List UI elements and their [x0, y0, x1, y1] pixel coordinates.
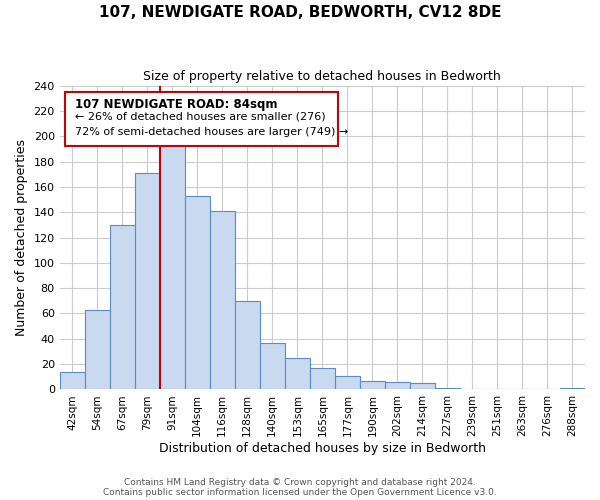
Bar — [335, 376, 360, 390]
Bar — [410, 383, 435, 390]
Bar — [85, 310, 110, 390]
X-axis label: Distribution of detached houses by size in Bedworth: Distribution of detached houses by size … — [159, 442, 486, 455]
Bar — [160, 136, 185, 390]
FancyBboxPatch shape — [65, 92, 338, 146]
Bar — [235, 301, 260, 390]
Bar — [110, 225, 135, 390]
Bar — [435, 388, 460, 390]
Bar — [59, 372, 85, 390]
Bar — [360, 380, 385, 390]
Text: 72% of semi-detached houses are larger (749) →: 72% of semi-detached houses are larger (… — [76, 126, 349, 136]
Bar — [310, 368, 335, 390]
Title: Size of property relative to detached houses in Bedworth: Size of property relative to detached ho… — [143, 70, 501, 83]
Text: 107, NEWDIGATE ROAD, BEDWORTH, CV12 8DE: 107, NEWDIGATE ROAD, BEDWORTH, CV12 8DE — [99, 5, 501, 20]
Text: Contains HM Land Registry data © Crown copyright and database right 2024.: Contains HM Land Registry data © Crown c… — [124, 478, 476, 487]
Text: ← 26% of detached houses are smaller (276): ← 26% of detached houses are smaller (27… — [76, 112, 326, 122]
Text: Contains public sector information licensed under the Open Government Licence v3: Contains public sector information licen… — [103, 488, 497, 497]
Bar — [185, 196, 210, 390]
Bar — [260, 342, 285, 390]
Bar — [285, 358, 310, 390]
Bar — [385, 382, 410, 390]
Bar — [560, 388, 585, 390]
Bar — [135, 173, 160, 390]
Bar — [210, 211, 235, 390]
Y-axis label: Number of detached properties: Number of detached properties — [15, 139, 28, 336]
Text: 107 NEWDIGATE ROAD: 84sqm: 107 NEWDIGATE ROAD: 84sqm — [76, 98, 278, 110]
